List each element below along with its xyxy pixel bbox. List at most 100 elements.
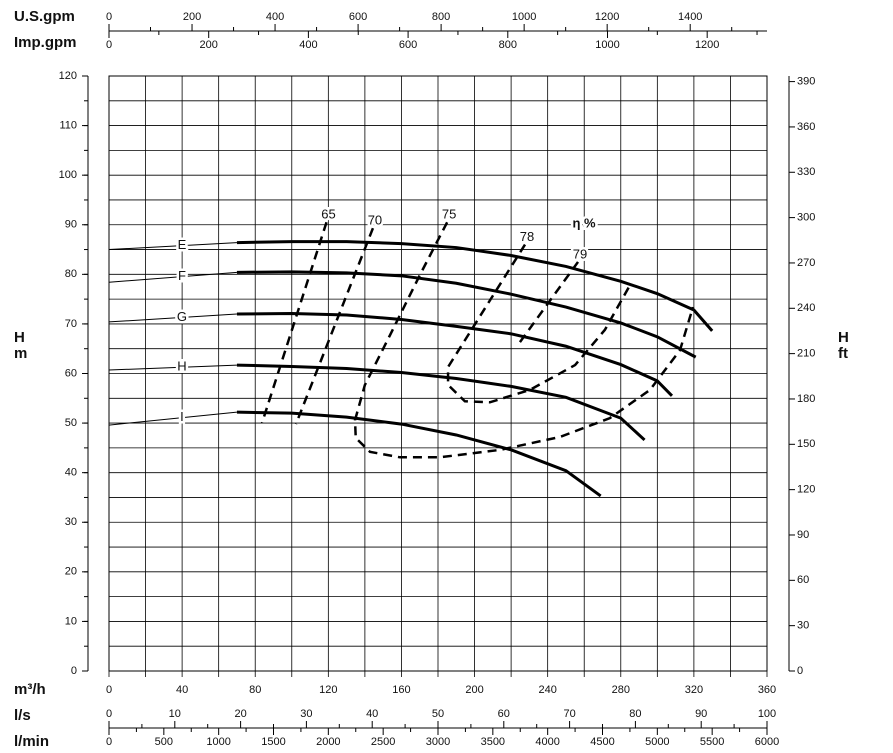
curve-label: F (178, 268, 186, 283)
shutoff-line (108, 242, 237, 251)
y-tick-label: 10 (65, 615, 77, 627)
x-tick-label: 360 (758, 684, 776, 696)
x-tick-label: 40 (176, 684, 188, 696)
shutoff-line (108, 411, 237, 426)
secondary-tick-label: 5500 (700, 736, 724, 748)
pump-curve (236, 363, 646, 442)
x-tick-label: 0 (106, 684, 112, 696)
secondary-tick-label: 800 (432, 11, 450, 23)
secondary-tick-label: 4500 (590, 736, 614, 748)
efficiency-curve (294, 227, 375, 425)
efficiency-label: 70 (368, 213, 382, 228)
y2-tick-label: 120 (797, 484, 815, 496)
secondary-axis-label: l/min (14, 733, 49, 750)
efficiency-label: 79 (573, 246, 587, 261)
efficiency-curve (446, 243, 632, 404)
secondary-tick-label: 200 (183, 11, 201, 23)
secondary-tick-label: 6000 (755, 736, 779, 748)
y-tick-label: 90 (65, 219, 77, 231)
secondary-tick-label: 1000 (206, 736, 230, 748)
secondary-tick-label: 400 (299, 39, 317, 51)
secondary-tick-label: 1000 (512, 11, 536, 23)
y-tick-label: 40 (65, 467, 77, 479)
y2-tick-label: 0 (797, 665, 803, 677)
y2-tick-label: 30 (797, 620, 809, 632)
y2-tick-label: 360 (797, 121, 815, 133)
y2-tick-label: 300 (797, 212, 815, 224)
x-tick-label: 320 (685, 684, 703, 696)
y-tick-label: 60 (65, 367, 77, 379)
secondary-axis-label: Imp.gpm (14, 34, 77, 51)
y-tick-label: 50 (65, 417, 77, 429)
y-tick-label: 100 (59, 169, 77, 181)
efficiency-curve (515, 261, 580, 347)
secondary-tick-label: 30 (300, 708, 312, 720)
secondary-tick-label: 70 (563, 708, 575, 720)
secondary-tick-label: 80 (629, 708, 641, 720)
secondary-tick-label: 1000 (595, 39, 619, 51)
pump-curve (236, 240, 714, 332)
x-tick-label: 240 (538, 684, 556, 696)
shutoff-line (108, 271, 237, 283)
secondary-tick-label: 200 (200, 39, 218, 51)
y-tick-label: 70 (65, 318, 77, 330)
y-tick-label: 20 (65, 566, 77, 578)
y2-axis-unit: ft (838, 345, 848, 362)
y2-tick-label: 150 (797, 438, 815, 450)
curve-label: H (177, 359, 186, 374)
secondary-tick-label: 500 (155, 736, 173, 748)
y2-tick-label: 330 (797, 166, 815, 178)
y2-axis-label: H (838, 329, 849, 346)
secondary-tick-label: 2500 (371, 736, 395, 748)
secondary-tick-label: 600 (399, 39, 417, 51)
secondary-tick-label: 40 (366, 708, 378, 720)
y-tick-label: 110 (59, 119, 77, 131)
shutoff-line (108, 313, 237, 323)
secondary-tick-label: 800 (499, 39, 517, 51)
curve-label: I (180, 409, 184, 424)
curve-label: G (177, 309, 187, 324)
y2-tick-label: 90 (797, 529, 809, 541)
secondary-tick-label: 5000 (645, 736, 669, 748)
secondary-tick-label: 0 (106, 736, 112, 748)
secondary-tick-label: 1200 (695, 39, 719, 51)
curve-label: E (178, 237, 187, 252)
pump-curve (236, 312, 674, 397)
efficiency-label: 65 (321, 207, 335, 222)
secondary-tick-label: 60 (498, 708, 510, 720)
secondary-tick-label: 1200 (595, 11, 619, 23)
secondary-tick-label: 3500 (481, 736, 505, 748)
secondary-tick-label: 100 (758, 708, 776, 720)
efficiency-label: 78 (520, 229, 534, 244)
y-tick-label: 120 (59, 70, 77, 82)
efficiency-label: 75 (442, 207, 456, 222)
efficiency-curve (260, 221, 328, 424)
secondary-tick-label: 90 (695, 708, 707, 720)
x-tick-label: 200 (465, 684, 483, 696)
y2-tick-label: 240 (797, 302, 815, 314)
secondary-tick-label: 1400 (678, 11, 702, 23)
secondary-tick-label: 400 (266, 11, 284, 23)
secondary-tick-label: 2000 (316, 736, 340, 748)
x-axis-label: m³/h (14, 681, 46, 698)
y-axis-unit: m (14, 345, 27, 362)
efficiency-curve (353, 221, 695, 459)
shutoff-line (108, 364, 237, 371)
y2-tick-label: 180 (797, 393, 815, 405)
secondary-tick-label: 10 (169, 708, 181, 720)
y2-tick-label: 60 (797, 574, 809, 586)
y-axis-label: H (14, 329, 25, 346)
pump-curve (236, 270, 697, 359)
y-tick-label: 80 (65, 268, 77, 280)
y2-tick-label: 210 (797, 348, 815, 360)
secondary-tick-label: 0 (106, 708, 112, 720)
secondary-tick-label: 3000 (426, 736, 450, 748)
y-tick-label: 0 (71, 665, 77, 677)
x-tick-label: 160 (392, 684, 410, 696)
secondary-tick-label: 50 (432, 708, 444, 720)
secondary-axis-label: U.S.gpm (14, 8, 75, 25)
secondary-tick-label: 1500 (261, 736, 285, 748)
y2-tick-label: 390 (797, 75, 815, 87)
secondary-tick-label: 4000 (535, 736, 559, 748)
